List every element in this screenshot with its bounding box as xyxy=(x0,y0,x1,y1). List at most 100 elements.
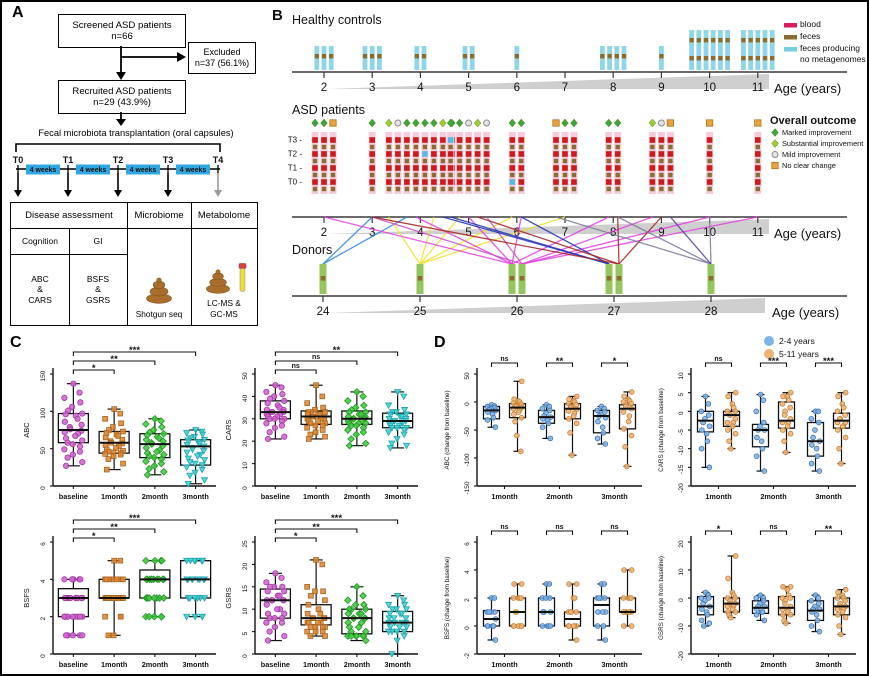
patient-feces-sample xyxy=(404,144,410,150)
sig-bracket xyxy=(72,351,197,356)
data-point xyxy=(76,613,84,620)
data-point xyxy=(182,430,191,437)
data-point xyxy=(384,628,393,636)
data-point xyxy=(724,419,731,426)
blood-sample xyxy=(456,179,463,185)
x-tick-label-2month: 2month xyxy=(760,660,786,669)
patient-feces-sample xyxy=(755,158,760,164)
blood-sample xyxy=(509,151,516,157)
blood-missing-sample xyxy=(422,151,428,157)
timepoint-label-T2: T2 xyxy=(113,155,124,165)
data-point xyxy=(320,588,326,595)
hc-sample-bar xyxy=(741,30,746,70)
patient-feces-sample xyxy=(330,172,336,178)
sig-bracket xyxy=(72,369,115,374)
patient-feces-sample xyxy=(466,186,471,192)
y-axis-label: CARS (change from baseline) xyxy=(658,388,665,472)
assessment-arrowhead-final xyxy=(214,190,222,197)
x-tick-label-baseline: baseline xyxy=(261,492,290,501)
data-point xyxy=(353,582,361,591)
data-point xyxy=(545,420,552,427)
patient-feces-sample xyxy=(330,158,336,164)
patient-feces-sample xyxy=(668,172,673,178)
data-point xyxy=(808,460,815,467)
data-point xyxy=(812,427,818,433)
data-point xyxy=(191,469,199,477)
data-point xyxy=(200,477,209,484)
y-tick-label: -15 xyxy=(678,464,685,474)
data-point xyxy=(699,606,705,612)
donor-patient-connection xyxy=(618,216,662,265)
patient-feces-sample xyxy=(466,158,471,164)
blood-sample xyxy=(456,137,463,143)
data-point xyxy=(69,576,76,583)
data-point xyxy=(322,633,328,639)
cell-bsfs-gsrs: BSFS & GSRS xyxy=(85,273,111,305)
blood-sample xyxy=(395,179,401,185)
x-tick-label-3month: 3month xyxy=(601,492,627,501)
hc-age-tick-label: 10 xyxy=(703,82,716,94)
donor-feces-sample xyxy=(616,276,622,281)
hc-feces-sample xyxy=(314,54,319,59)
y-tick-label: -5 xyxy=(678,429,685,435)
patient-feces-sample xyxy=(707,186,712,192)
arrowhead-down-1 xyxy=(116,72,126,80)
hc-feces-sample xyxy=(762,56,768,61)
data-point xyxy=(547,623,554,629)
blood-sample xyxy=(474,151,481,157)
blood-sample xyxy=(369,165,375,171)
patient-feces-sample xyxy=(448,144,453,150)
asd-age-tick-label: 3 xyxy=(369,227,375,239)
age-group-legend: 2-4 years 5-11 years xyxy=(764,336,819,362)
y-tick-label: 100 xyxy=(40,408,47,419)
blood-sample xyxy=(404,137,410,143)
sig-bracket xyxy=(72,528,156,533)
patient-feces-sample xyxy=(386,186,392,192)
data-point xyxy=(566,581,572,587)
sig-bracket xyxy=(704,530,733,535)
hc-feces-sample xyxy=(321,54,327,59)
data-point xyxy=(102,613,108,620)
blood-sample xyxy=(562,165,568,171)
blood-sample xyxy=(605,179,612,185)
data-point xyxy=(312,429,319,436)
donor-patient-connection xyxy=(372,216,523,265)
data-point xyxy=(728,445,734,452)
data-point xyxy=(69,403,76,410)
data-point xyxy=(567,430,573,436)
patient-feces-sample xyxy=(510,172,515,178)
hc-sample-bar xyxy=(710,30,716,70)
patient-feces-sample xyxy=(606,158,611,164)
data-point xyxy=(77,399,84,406)
x-tick-label-2month: 2month xyxy=(760,492,786,501)
data-point xyxy=(724,603,731,610)
data-point xyxy=(347,435,355,443)
data-point xyxy=(518,378,525,385)
data-point xyxy=(278,384,285,391)
gsrs-boxplot: 0 5 10 15 20 25 baseline 1month 2month 3month GSRS… xyxy=(222,512,422,674)
data-point xyxy=(484,417,491,423)
y-tick-label: -2 xyxy=(464,653,471,659)
assessment-arrowhead xyxy=(64,190,72,197)
legend-label-5-11-years: 5-11 years xyxy=(779,349,819,359)
data-point xyxy=(142,457,150,466)
data-point xyxy=(753,595,760,601)
data-point xyxy=(490,414,497,421)
data-point xyxy=(515,409,522,415)
data-point xyxy=(111,406,117,412)
data-point xyxy=(808,416,815,422)
blood-sample xyxy=(440,151,446,157)
donor-patient-connection xyxy=(521,216,710,265)
data-point xyxy=(393,424,401,432)
blood-sample xyxy=(667,137,674,143)
data-point xyxy=(787,430,794,437)
donor-patient-connection xyxy=(511,216,522,265)
outcome-marker-nochange xyxy=(666,119,675,127)
data-point xyxy=(158,423,166,431)
data-point xyxy=(573,420,580,427)
data-point xyxy=(835,393,841,400)
data-point xyxy=(313,382,319,388)
data-point xyxy=(599,424,606,430)
sig-bracket xyxy=(274,369,317,374)
